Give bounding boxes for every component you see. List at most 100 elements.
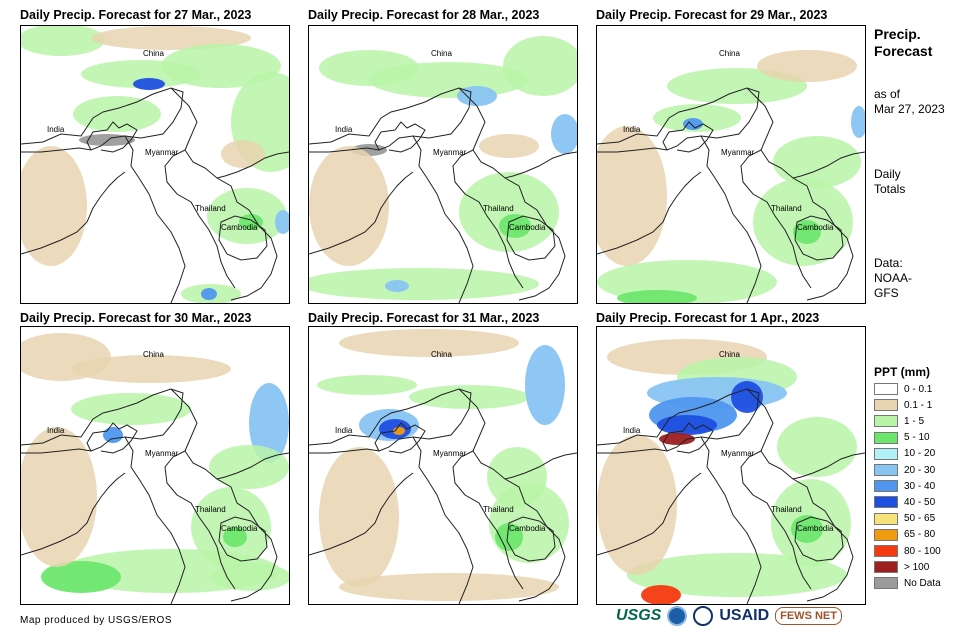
country-border bbox=[309, 388, 472, 454]
precip-area bbox=[221, 140, 265, 168]
legend-swatch bbox=[874, 383, 898, 395]
country-border bbox=[124, 436, 186, 604]
legend-swatch bbox=[874, 431, 898, 444]
legend-item: 20 - 30 bbox=[874, 463, 935, 477]
legend-swatch bbox=[874, 528, 898, 541]
precip-area bbox=[597, 435, 677, 575]
country-border bbox=[452, 450, 524, 590]
precip-area bbox=[793, 220, 821, 244]
map-label-india: India bbox=[335, 426, 353, 435]
map-label-cambodia: Cambodia bbox=[797, 524, 834, 533]
map-label-thailand: Thailand bbox=[195, 505, 226, 514]
map-label-china: China bbox=[719, 350, 740, 359]
country-border bbox=[374, 121, 426, 153]
country-border bbox=[794, 215, 844, 261]
map-panel: China India Myanmar Thailand Cambodia bbox=[20, 326, 290, 605]
country-border bbox=[309, 87, 472, 153]
precip-area bbox=[659, 433, 695, 445]
legend-label: 80 - 100 bbox=[904, 545, 941, 557]
precip-area bbox=[551, 114, 577, 154]
country-border bbox=[597, 388, 760, 454]
legend-label: 1 - 5 bbox=[904, 415, 925, 427]
precip-area bbox=[757, 50, 857, 82]
country-border bbox=[21, 87, 184, 153]
map-label-china: China bbox=[719, 49, 740, 58]
precip-area bbox=[309, 146, 389, 266]
legend-swatch bbox=[874, 464, 898, 476]
legend-label: 0 - 0.1 bbox=[904, 383, 933, 395]
map-label-thailand: Thailand bbox=[771, 204, 802, 213]
precip-area bbox=[21, 427, 97, 567]
map-label-thailand: Thailand bbox=[483, 204, 514, 213]
precip-area bbox=[617, 290, 697, 303]
country-border bbox=[164, 149, 236, 289]
precip-area bbox=[339, 573, 559, 601]
precip-area bbox=[525, 345, 565, 425]
legend-label: No Data bbox=[904, 577, 941, 589]
legend-swatch bbox=[874, 447, 898, 460]
country-border bbox=[740, 450, 812, 590]
map-label-myanmar: Myanmar bbox=[145, 449, 179, 458]
legend-item: 5 - 10 bbox=[874, 431, 930, 445]
precip-area bbox=[91, 26, 251, 50]
country-border bbox=[309, 171, 414, 255]
country-border bbox=[86, 422, 138, 454]
country-border bbox=[700, 135, 762, 303]
country-border bbox=[216, 452, 289, 480]
legend-label: 5 - 10 bbox=[904, 432, 930, 444]
precip-area bbox=[133, 78, 165, 90]
map-label-myanmar: Myanmar bbox=[721, 449, 755, 458]
logo-bar: USGS USAID FEWS NET bbox=[616, 606, 842, 626]
usgs-logo: USGS bbox=[616, 607, 662, 624]
precip-area bbox=[489, 483, 569, 563]
country-border bbox=[218, 516, 268, 562]
map-panel: China India Myanmar Thailand Cambodia bbox=[308, 25, 578, 304]
country-border bbox=[746, 87, 854, 301]
country-border bbox=[412, 135, 474, 303]
precip-area bbox=[653, 104, 741, 132]
panel-title-1: Daily Precip. Forecast for 27 Mar., 2023 bbox=[20, 8, 252, 22]
country-border bbox=[216, 151, 289, 179]
map-label-china: China bbox=[431, 49, 452, 58]
map-label-myanmar: Myanmar bbox=[433, 449, 467, 458]
precip-map: China India Myanmar Thailand Cambodia bbox=[309, 329, 577, 604]
precip-area bbox=[309, 268, 539, 300]
country-border bbox=[412, 436, 474, 604]
legend-label: 40 - 50 bbox=[904, 496, 936, 508]
panel-title-2: Daily Precip. Forecast for 28 Mar., 2023 bbox=[308, 8, 540, 22]
map-panel: China India Myanmar Thailand Cambodia bbox=[20, 25, 290, 304]
country-border bbox=[21, 472, 126, 556]
legend-item: > 100 bbox=[874, 560, 929, 574]
legend-swatch bbox=[874, 480, 898, 493]
precip-area bbox=[73, 96, 161, 132]
precip-area bbox=[41, 561, 121, 593]
map-label-myanmar: Myanmar bbox=[721, 148, 755, 157]
country-border bbox=[218, 215, 268, 261]
map-label-china: China bbox=[143, 49, 164, 58]
precip-area bbox=[211, 563, 289, 591]
precip-area bbox=[275, 210, 289, 234]
precip-area bbox=[201, 288, 217, 300]
precip-area bbox=[851, 106, 865, 138]
map-label-india: India bbox=[47, 426, 65, 435]
legend-item: 0 - 0.1 bbox=[874, 382, 932, 396]
precip-area bbox=[81, 60, 201, 88]
map-label-thailand: Thailand bbox=[195, 204, 226, 213]
daily-totals-note: Daily Totals bbox=[874, 167, 906, 196]
map-panel: China India Myanmar Thailand Cambodia bbox=[308, 326, 578, 605]
country-border bbox=[700, 436, 762, 604]
precip-area bbox=[597, 126, 667, 266]
precip-map: China India Myanmar Thailand Cambodia bbox=[309, 36, 577, 303]
map-label-india: India bbox=[335, 125, 353, 134]
country-border bbox=[597, 171, 702, 255]
map-label-myanmar: Myanmar bbox=[145, 148, 179, 157]
legend-label: 50 - 65 bbox=[904, 513, 936, 525]
precip-area bbox=[459, 172, 559, 252]
precip-map: China India Myanmar Thailand Cambodia bbox=[597, 49, 865, 303]
legend-item: No Data bbox=[874, 576, 941, 590]
panel-title-6: Daily Precip. Forecast for 1 Apr., 2023 bbox=[596, 311, 820, 325]
country-border bbox=[164, 450, 236, 590]
map-label-china: China bbox=[143, 350, 164, 359]
precip-area bbox=[71, 355, 231, 383]
precip-area bbox=[499, 214, 531, 238]
